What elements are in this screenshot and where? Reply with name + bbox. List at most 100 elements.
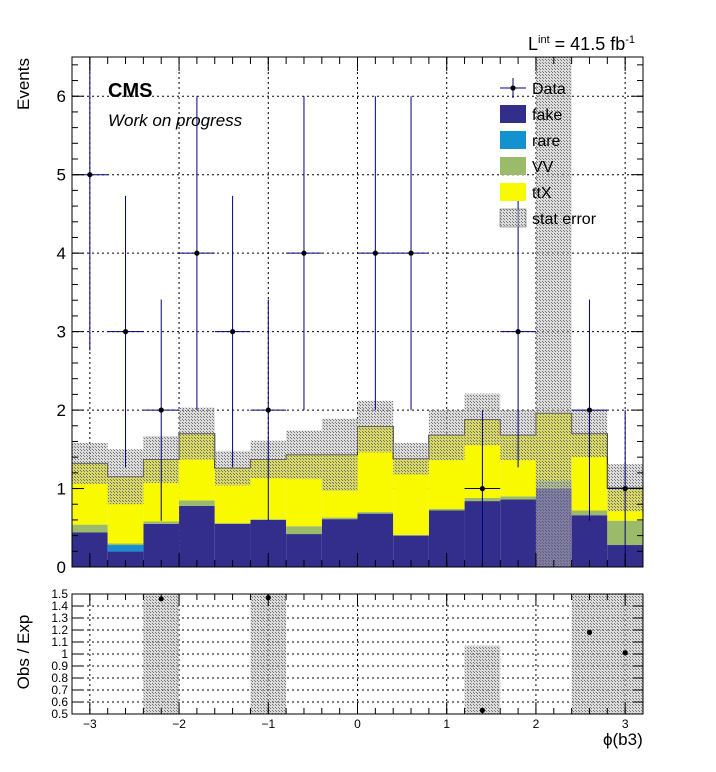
y-tick-label: 6 [57,87,66,106]
lumi-exponent: -1 [625,34,635,46]
ratio-error-band [143,594,180,714]
legend-label-stat-error: stat error [532,211,597,228]
lumi-value: = 41.5 fb [554,34,626,54]
stat-error-box [286,430,322,480]
legend-swatch-rare [500,131,526,149]
ratio-y-tick-label: 0.7 [51,683,68,697]
bar-vv [214,523,251,524]
ratio-y-tick-label: 1.5 [51,587,68,601]
bar-vv [107,543,144,546]
bar-vv [321,517,358,520]
bar-fake [571,515,608,567]
bar-fake [143,523,180,567]
x-tick-label: 0 [354,717,361,731]
bar-fake [214,523,251,567]
ratio-y-tick-label: 1.1 [51,635,68,649]
ratio-error-bands [143,594,643,714]
bar-fake [107,551,144,567]
bar-vv [179,500,215,506]
x-tick-label: −2 [172,717,186,731]
data-point [622,485,628,492]
stat-error-band [72,57,643,567]
x-tick-label: 3 [622,717,629,731]
data-point [194,250,200,256]
y-tick-label: 0 [57,558,66,577]
y-axis-label-ratio: Obs / Exp [14,614,33,690]
stat-error-box [393,443,429,475]
legend-swatch-ttx [500,183,526,201]
data-points [72,57,643,567]
stat-error-box [72,443,108,484]
data-point [122,329,129,335]
ratio-panel-axes: 0.50.60.70.80.911.11.21.31.41.5−3 −2 −1 0 1 2… [51,587,644,731]
y-axis-label-main: Events [14,58,33,110]
bar-vv [357,512,394,514]
ratio-y-tick-label: 0.8 [51,671,68,685]
data-point [265,407,271,413]
y-tick-label: 4 [57,244,66,263]
ratio-point [586,629,593,636]
bar-fake [500,499,536,567]
legend: Data fake rare VV ttX stat error [499,78,597,228]
stat-error-box [321,418,358,491]
x-tick-label: −1 [261,717,275,731]
bar-fake [321,519,358,567]
lumi-symbol: L [528,34,539,54]
legend-label-ttx: ttX [532,185,552,202]
data-point [158,407,164,413]
legend-swatch-vv [500,157,526,175]
data-point [87,172,93,178]
legend-label-data: Data [532,81,566,98]
main-panel-axes: 0 1 2 3 4 5 6 [57,56,644,577]
ratio-y-tick-label: 0.9 [51,659,68,673]
bar-vv [72,524,108,533]
ratio-y-tick-label: 1.3 [51,611,68,625]
data-point [229,329,236,335]
data-point [515,329,521,335]
bar-vv [286,526,322,535]
bar-rare [107,545,144,552]
data-point [372,250,378,256]
stat-error-box [535,57,572,567]
lumi-label: Lint = 41.5 fb-1 [528,34,635,55]
legend-label-rare: rare [532,133,561,150]
cms-label: CMS [108,80,153,102]
ratio-error-band [250,594,287,714]
stat-error-box [179,407,215,460]
y-tick-label: 3 [57,323,66,342]
legend-swatch-fake [500,105,526,123]
y-tick-label: 1 [57,480,66,499]
ratio-y-tick-label: 1.4 [51,599,68,613]
bar-fake [357,513,394,567]
legend-label-vv: VV [532,159,554,176]
data-point [586,407,593,413]
ratio-error-band [571,594,643,714]
ratio-y-tick-label: 0.5 [51,707,68,721]
x-tick-label: 1 [443,717,450,731]
bar-vv [500,496,536,500]
legend-label-fake: fake [532,107,562,124]
legend-data-marker [510,85,516,91]
ratio-error-band [464,645,501,714]
bar-vv [428,508,465,511]
bar-fake [179,505,215,567]
data-point [408,250,414,256]
bar-vv [143,521,180,524]
ratio-y-tick-label: 1.2 [51,623,68,637]
stat-error-box [428,410,465,461]
y-tick-label: 2 [57,401,66,420]
x-tick-label: −3 [83,717,97,731]
ratio-point [622,650,628,656]
ratio-y-tick-label: 0.6 [51,695,68,709]
cms-sublabel: Work on progress [108,111,243,130]
y-tick-label: 5 [57,166,66,185]
legend-swatch-stat-error [499,208,527,228]
data-point [301,250,307,256]
data-point [479,485,486,492]
ratio-y-tick-label: 1 [61,647,68,661]
lumi-superscript: int [538,34,550,46]
x-tick-label: 2 [533,717,540,731]
x-axis-label: ϕ(b3) [603,730,643,749]
bar-vv [393,534,429,536]
